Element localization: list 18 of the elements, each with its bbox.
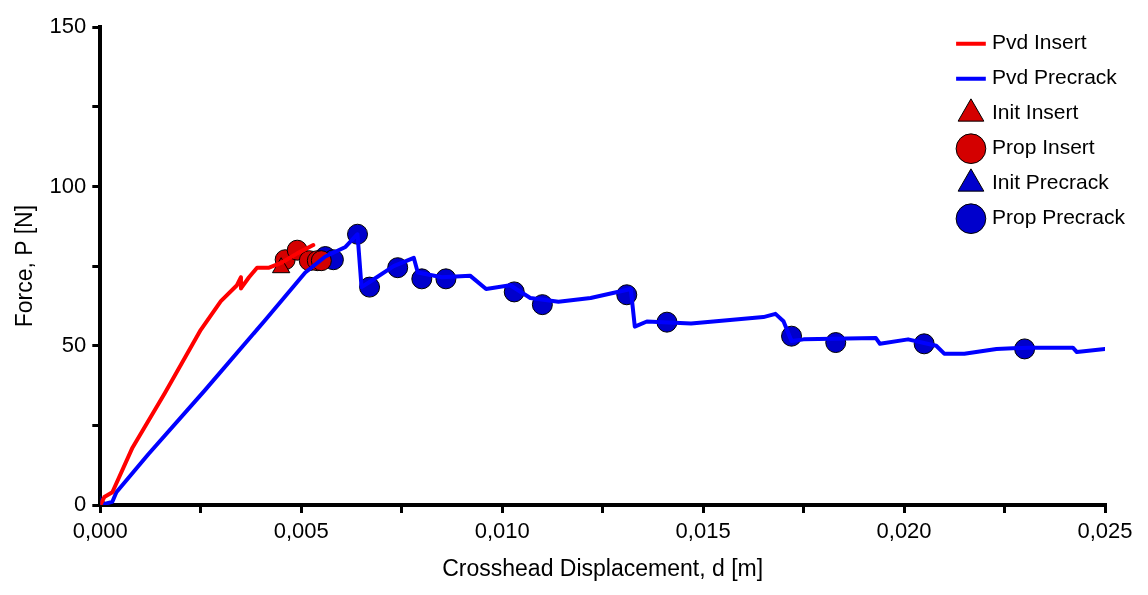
legend-label: Init Precrack — [991, 170, 1110, 194]
y-tick-label: 100 — [49, 172, 87, 198]
legend-label: Pvd Insert — [991, 30, 1087, 54]
x-tick-label: 0,025 — [1077, 518, 1133, 544]
x-tick-label: 0,020 — [876, 518, 932, 544]
x-tick-label: 0,000 — [72, 518, 128, 544]
y-tick-label: 0 — [74, 491, 87, 517]
legend-label: Pvd Precrack — [991, 65, 1118, 89]
legend-label: Prop Precrack — [991, 205, 1126, 229]
y-axis-title: Force, P [N] — [11, 204, 38, 328]
y-tick-label: 150 — [49, 13, 87, 39]
legend-label: Prop Insert — [991, 135, 1095, 159]
x-tick-label: 0,015 — [675, 518, 731, 544]
x-axis-title: Crosshead Displacement, d [m] — [442, 554, 764, 581]
x-tick-label: 0,005 — [273, 518, 329, 544]
y-tick-label: 50 — [61, 331, 87, 357]
x-tick-label: 0,010 — [474, 518, 530, 544]
legend-label: Init Insert — [991, 100, 1079, 124]
